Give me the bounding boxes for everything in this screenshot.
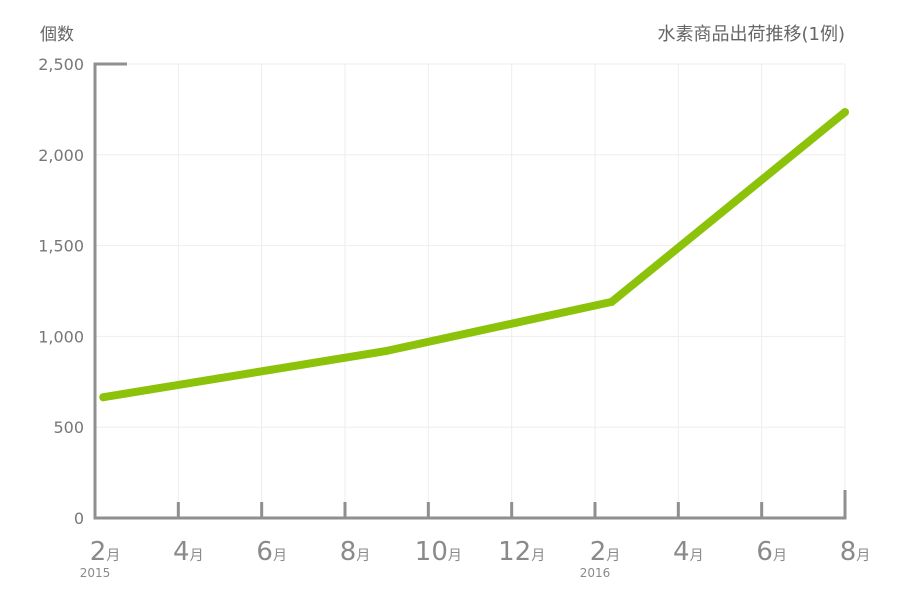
x-tick-label: 10月: [415, 537, 462, 567]
x-tick-label: 4月: [673, 537, 704, 567]
x-tick-label: 8月: [840, 537, 871, 567]
y-tick-label: 1,500: [38, 237, 84, 256]
x-tick-label: 8月: [340, 537, 371, 567]
x-tick-label: 2月: [590, 537, 621, 567]
series-layer: [99, 108, 849, 402]
y-tick-label: 1,000: [38, 327, 84, 346]
y-axis-title: 個数: [40, 25, 74, 45]
x-tick-label: 6月: [256, 537, 287, 567]
axis-layer: [93, 62, 847, 520]
x-tick-label: 6月: [756, 537, 787, 567]
x-tick-label: 4月: [173, 537, 204, 567]
shipment-data-point: [841, 108, 849, 117]
x-tick-year: 2015: [80, 566, 111, 580]
shipment-data-point: [607, 297, 616, 306]
y-tick-label: 500: [53, 418, 84, 437]
y-tick-label: 2,500: [38, 55, 84, 74]
x-tick-label: 12月: [498, 537, 545, 567]
x-tick-label: 2月: [90, 537, 121, 567]
y-tick-label: 0: [74, 509, 84, 528]
y-tick-label: 2,000: [38, 146, 84, 165]
label-layer: 個数 水素商品出荷推移(1例) 0 500 1,000 1,500 2,000 2,500…: [38, 24, 870, 580]
x-tick-year: 2016: [580, 566, 611, 580]
grid-layer: [95, 63, 846, 518]
chart-title: 水素商品出荷推移(1例): [658, 24, 846, 45]
shipment-series-line: [99, 108, 849, 402]
shipment-data-point: [99, 393, 108, 402]
shipment-data-point: [382, 346, 391, 355]
